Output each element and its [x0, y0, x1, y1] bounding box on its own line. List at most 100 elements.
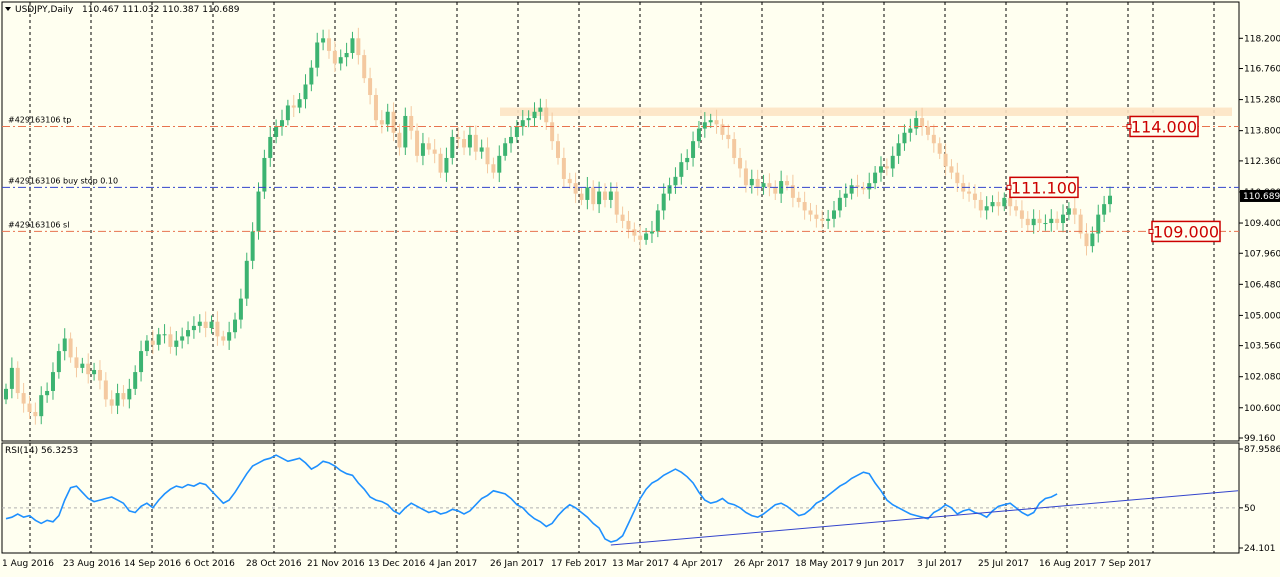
x-tick-label: 9 Jun 2017 [856, 559, 904, 569]
candle-body [97, 369, 102, 381]
candle-body [391, 111, 396, 133]
candle-body [538, 107, 543, 112]
candle-body [1108, 195, 1112, 205]
rsi-label: RSI(14) 56.3253 [5, 446, 78, 456]
candle-body [15, 367, 20, 394]
symbol-menu-icon[interactable] [5, 7, 11, 11]
candle-body [127, 388, 132, 400]
candle-body [115, 393, 120, 406]
rsi-panel-border [1, 442, 1240, 554]
candle-body [21, 393, 26, 404]
candle-body [432, 149, 437, 154]
candle-body [884, 166, 889, 169]
candle-body [45, 390, 50, 396]
candle-body [826, 218, 831, 221]
candle-body [1090, 233, 1095, 247]
candle-body [890, 155, 895, 169]
candle-body [696, 128, 701, 142]
candle-body [785, 181, 790, 186]
candle-body [150, 340, 155, 345]
candle-body [238, 298, 243, 320]
candle-body [274, 126, 279, 137]
candle-body [168, 334, 173, 347]
order-price-marker [1148, 228, 1154, 234]
candle-body [379, 120, 384, 125]
candle-body [561, 157, 566, 179]
candle-body [526, 118, 531, 121]
candle-body [714, 120, 719, 125]
price-tick-label: 105.000 [1244, 311, 1280, 321]
price-tick-label: 103.560 [1244, 342, 1280, 352]
price-tick-label: 118.200 [1244, 34, 1280, 44]
candle-body [843, 193, 848, 198]
x-tick-label: 13 Mar 2017 [612, 559, 669, 569]
candle-body [4, 388, 8, 400]
candle-body [133, 372, 138, 389]
x-tick-label: 6 Oct 2016 [185, 559, 235, 569]
candle-body [632, 229, 637, 236]
candle-body [585, 187, 590, 200]
candle-body [520, 120, 525, 127]
candle-body [485, 147, 490, 165]
candle-body [649, 231, 654, 234]
price-tick-label: 116.760 [1244, 65, 1280, 75]
x-tick-label: 18 May 2017 [795, 559, 854, 569]
x-tick-label: 13 Dec 2016 [368, 559, 426, 569]
rsi-trendline[interactable] [610, 490, 1239, 546]
candle-body [250, 231, 255, 261]
candle-body [174, 340, 179, 347]
candle-body [896, 143, 901, 156]
price-tick-label: 102.080 [1244, 373, 1280, 383]
candle-body [326, 38, 331, 51]
candle-body [972, 193, 977, 200]
price-tick-label: 107.960 [1244, 249, 1280, 259]
candle-body [1096, 214, 1101, 234]
current-price-box [1240, 189, 1280, 202]
candle-body [638, 235, 643, 240]
candle-body [139, 351, 144, 373]
order-label: #429163106 tp [8, 115, 71, 124]
candle-body [820, 218, 825, 221]
candle-body [80, 363, 85, 368]
candle-body [332, 50, 337, 64]
candle-body [620, 214, 625, 221]
candle-body [644, 233, 649, 240]
candle-body [256, 191, 261, 232]
candle-body [685, 157, 690, 163]
candle-body [162, 334, 167, 336]
x-tick-label: 4 Jan 2017 [429, 559, 477, 569]
candle-body [203, 321, 208, 328]
candle-body [773, 187, 778, 194]
candle-body [68, 338, 73, 358]
candle-body [1031, 218, 1036, 226]
candle-body [186, 330, 191, 337]
candle-body [385, 111, 390, 125]
candle-body [491, 164, 496, 173]
candle-body [227, 332, 232, 341]
rsi-line [5, 454, 1058, 543]
candle-body [732, 139, 737, 158]
candle-body [356, 38, 361, 56]
candle-body [1102, 204, 1107, 215]
candle-body [456, 136, 461, 140]
candle-body [1014, 206, 1019, 211]
candle-body [191, 325, 196, 331]
candle-body [92, 369, 97, 375]
candle-body [221, 336, 226, 341]
candle-body [1061, 214, 1066, 224]
x-tick-label: 26 Jan 2017 [490, 559, 544, 569]
candle-body [197, 321, 202, 326]
main-panel-border [1, 1, 1240, 442]
candle-body [497, 155, 502, 173]
candle-body [1055, 218, 1060, 224]
candle-body [479, 147, 484, 152]
candle-body [303, 84, 308, 100]
candle-body [978, 199, 983, 211]
candle-body [626, 220, 631, 230]
candle-body [62, 338, 67, 352]
candle-body [321, 38, 326, 43]
candle-body [180, 336, 185, 341]
candle-body [103, 380, 108, 400]
